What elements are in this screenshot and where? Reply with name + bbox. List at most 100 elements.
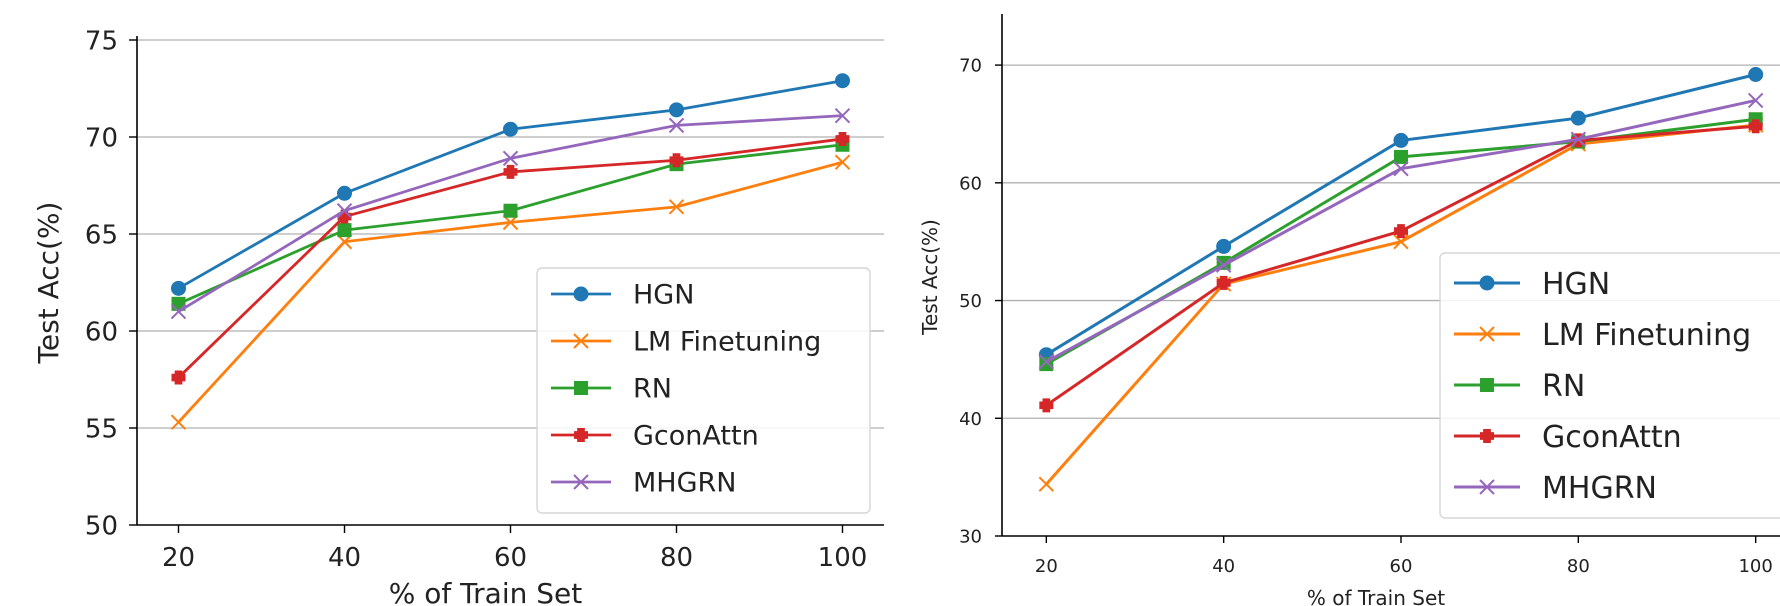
data-point	[336, 203, 353, 219]
legend-marker	[573, 474, 589, 490]
data-point	[1038, 476, 1055, 492]
data-point	[171, 370, 186, 385]
legend-entry: RN	[1454, 369, 1585, 404]
y-tick-label: 70	[85, 123, 118, 153]
series-mhgrn	[170, 107, 851, 320]
data-point	[668, 199, 685, 215]
legend-label: RN	[633, 374, 672, 405]
x-tick-label: 60	[1390, 556, 1413, 577]
data-point	[1748, 119, 1763, 134]
legend-marker	[573, 333, 589, 349]
y-tick-label: 60	[959, 173, 982, 194]
legend-marker	[573, 286, 589, 302]
y-tick-label: 65	[85, 220, 118, 250]
x-tick-label: 20	[1035, 556, 1058, 577]
legend-marker	[1479, 326, 1495, 342]
x-tick-label: 40	[1212, 556, 1235, 577]
data-point	[503, 164, 518, 179]
data-point	[668, 117, 685, 134]
legend-label: MHGRN	[1542, 471, 1657, 506]
legend-marker	[1479, 479, 1495, 495]
legend: HGN LM Finetuning RN GconAttn MHGRN	[536, 267, 871, 514]
y-tick-label: 55	[85, 414, 118, 444]
legend-entry: MHGRN	[551, 468, 736, 499]
data-point	[171, 280, 186, 296]
y-tick-label: 50	[959, 291, 982, 312]
y-tick-label: 60	[85, 317, 118, 347]
y-tick-label: 30	[959, 526, 982, 547]
legend-label: HGN	[1542, 267, 1610, 302]
x-axis-label: % of Train Set	[1307, 586, 1445, 606]
x-tick-label: 100	[818, 543, 868, 573]
series-mhgrn	[1038, 92, 1764, 370]
x-axis-label: % of Train Set	[389, 577, 582, 606]
series-line	[177, 79, 843, 290]
data-point	[1394, 149, 1408, 164]
legend-frame	[1439, 252, 1780, 519]
data-point	[503, 121, 518, 137]
series-gconattn	[171, 131, 850, 385]
y-tick-label: 40	[959, 409, 982, 430]
legend-entry: LM Finetuning	[551, 327, 821, 358]
chart-right: 30 40 50 60 70 20 40 60 80 100 % of Train Set Test …	[918, 14, 1780, 606]
legend-entry: GconAttn	[551, 421, 759, 452]
series-hgn	[1038, 67, 1764, 363]
legend-marker	[1480, 378, 1494, 392]
data-point	[1393, 132, 1409, 148]
x-tick-label: 20	[162, 543, 195, 573]
legend-marker	[1480, 429, 1494, 443]
data-point	[669, 153, 684, 168]
data-point	[1039, 398, 1054, 413]
data-point	[1215, 257, 1232, 273]
series-hgn	[171, 73, 850, 296]
data-point	[1038, 354, 1055, 370]
legend-label: LM Finetuning	[1542, 318, 1751, 353]
data-point	[1748, 67, 1764, 83]
data-point	[835, 131, 850, 146]
data-point	[669, 102, 684, 118]
legend-label: GconAttn	[633, 421, 759, 452]
data-point	[1216, 238, 1232, 254]
data-point	[1570, 131, 1587, 147]
legend-entry: HGN	[551, 280, 694, 311]
x-tick-label: 80	[1567, 556, 1590, 577]
legend-label: LM Finetuning	[633, 327, 821, 358]
data-point	[1216, 275, 1231, 290]
data-point	[1747, 92, 1764, 109]
data-point	[337, 223, 352, 238]
legend-label: HGN	[633, 280, 694, 311]
legend-entry: RN	[551, 374, 672, 405]
legend-label: GconAttn	[1542, 420, 1682, 455]
chart-left: 50 55 60 65 70 75 20 40 60 80 100 % of Train Set Tes…	[32, 26, 884, 606]
y-tick-label: 50	[85, 511, 118, 541]
legend-entry: GconAttn	[1454, 420, 1682, 455]
y-tick-label: 70	[959, 56, 982, 77]
legend-label: RN	[1542, 369, 1585, 404]
y-tick-label: 75	[85, 26, 118, 56]
data-point	[1394, 224, 1408, 239]
legend-frame	[536, 267, 871, 514]
series-gconattn	[1039, 119, 1763, 413]
legend-marker	[1479, 275, 1495, 291]
data-point	[170, 414, 187, 430]
y-axis-label: Test Acc(%)	[32, 202, 65, 365]
legend: HGN LM Finetuning RN GconAttn MHGRN	[1439, 252, 1780, 519]
x-tick-label: 40	[328, 543, 361, 573]
legend-entry: HGN	[1454, 267, 1610, 302]
legend-marker	[574, 428, 588, 442]
data-point	[834, 107, 851, 124]
data-point	[835, 73, 850, 89]
data-point	[503, 203, 518, 218]
data-point	[1570, 110, 1586, 126]
legend-entry: LM Finetuning	[1454, 318, 1751, 353]
x-tick-label: 80	[660, 543, 693, 573]
data-point	[170, 303, 187, 320]
legend-entry: MHGRN	[1454, 471, 1657, 506]
data-point	[1393, 233, 1409, 250]
legend-label: MHGRN	[633, 468, 736, 499]
data-point	[834, 154, 851, 170]
x-tick-label: 60	[494, 543, 527, 573]
y-axis-label: Test Acc(%)	[918, 219, 942, 336]
legend-marker	[574, 381, 588, 395]
